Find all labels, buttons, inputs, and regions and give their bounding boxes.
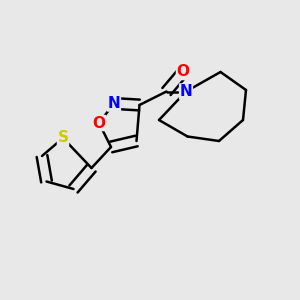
Text: N: N	[180, 84, 192, 99]
Text: O: O	[92, 116, 106, 130]
Text: O: O	[176, 64, 190, 80]
Text: S: S	[58, 130, 68, 146]
Text: N: N	[108, 96, 120, 111]
